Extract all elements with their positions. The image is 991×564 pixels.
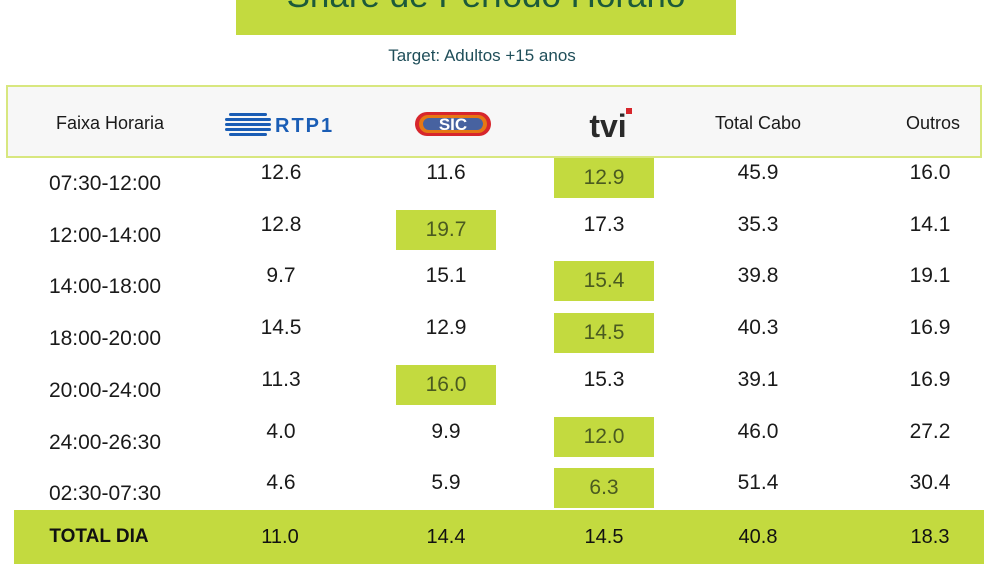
faixa-cell: 20:00-24:00 [48, 379, 162, 402]
rtp1-cell: 14.5 [260, 316, 302, 339]
rtp1-cell: 12.6 [260, 161, 302, 184]
tvi-cell: 14.5 [554, 313, 654, 353]
tvi-cell: 15.4 [554, 261, 654, 301]
total-cabo-cell: 40.3 [737, 316, 779, 339]
faixa-cell: 02:30-07:30 [48, 482, 162, 505]
faixa-cell: 12:00-14:00 [48, 224, 162, 247]
total-cabo-cell: 46.0 [737, 420, 779, 443]
total-cabo: 40.8 [738, 525, 778, 548]
sic-cell: 5.9 [431, 471, 461, 494]
total-cabo-cell: 39.8 [737, 264, 779, 287]
total-cabo-cell: 45.9 [737, 161, 779, 184]
total-cabo-cell: 39.1 [737, 368, 779, 391]
outros-cell: 27.2 [909, 420, 951, 443]
rtp1-cell: 12.8 [260, 213, 302, 236]
outros-cell: 16.9 [909, 316, 951, 339]
outros-cell: 30.4 [909, 471, 951, 494]
target-subtitle: Target: Adultos +15 anos [388, 46, 576, 65]
rtp1-cell: 9.7 [266, 264, 296, 287]
sic-cell: 9.9 [431, 420, 461, 443]
rtp1-cell: 11.3 [261, 368, 301, 391]
faixa-cell: 14:00-18:00 [48, 275, 162, 298]
faixa-cell: 24:00-26:30 [48, 431, 162, 454]
sic-cell: 12.9 [425, 316, 467, 339]
tvi-cell: 15.3 [583, 368, 625, 391]
total-cabo-cell: 51.4 [737, 471, 779, 494]
sic-cell: 11.6 [426, 161, 466, 184]
outros-cell: 16.9 [909, 368, 951, 391]
total-outros: 18.3 [910, 525, 950, 548]
total-tvi: 14.5 [584, 525, 624, 548]
header-outros: Outros [905, 113, 961, 133]
header-faixa-horaria: Faixa Horaria [55, 113, 165, 133]
sic-cell: 19.7 [396, 210, 496, 250]
rtp1-logo-text: RTP1 [275, 115, 334, 137]
faixa-cell: 18:00-20:00 [48, 327, 162, 350]
tvi-cell: 6.3 [554, 468, 654, 508]
sic-logo: SIC [408, 87, 498, 160]
page-title: Share de Período Horário [236, 0, 736, 16]
outros-cell: 19.1 [909, 264, 951, 287]
rtp1-logo: RTP1 [222, 87, 352, 160]
sic-cell: 15.1 [425, 264, 467, 287]
total-label: TOTAL DIA [49, 526, 149, 547]
rtp1-cell: 4.6 [266, 471, 296, 494]
header-total-cabo: Total Cabo [714, 113, 802, 133]
tvi-logo-text: tvi [589, 108, 626, 144]
sic-logo-text: SIC [439, 115, 467, 134]
outros-cell: 14.1 [909, 213, 951, 236]
tvi-logo: tvi [578, 87, 638, 160]
rtp1-cell: 4.0 [266, 420, 296, 443]
sic-cell: 16.0 [396, 365, 496, 405]
tvi-cell: 12.9 [554, 158, 654, 198]
tvi-cell: 12.0 [554, 417, 654, 457]
outros-cell: 16.0 [909, 161, 951, 184]
total-cabo-cell: 35.3 [737, 213, 779, 236]
table-header: Faixa Horaria RTP1 SIC tvi Total Cabo O [6, 85, 982, 158]
title-banner: Share de Período Horário [236, 0, 736, 35]
faixa-cell: 07:30-12:00 [48, 172, 162, 195]
total-rtp1: 11.0 [261, 525, 299, 548]
total-row [14, 510, 984, 564]
tvi-cell: 17.3 [583, 213, 625, 236]
total-sic: 14.4 [426, 525, 466, 548]
